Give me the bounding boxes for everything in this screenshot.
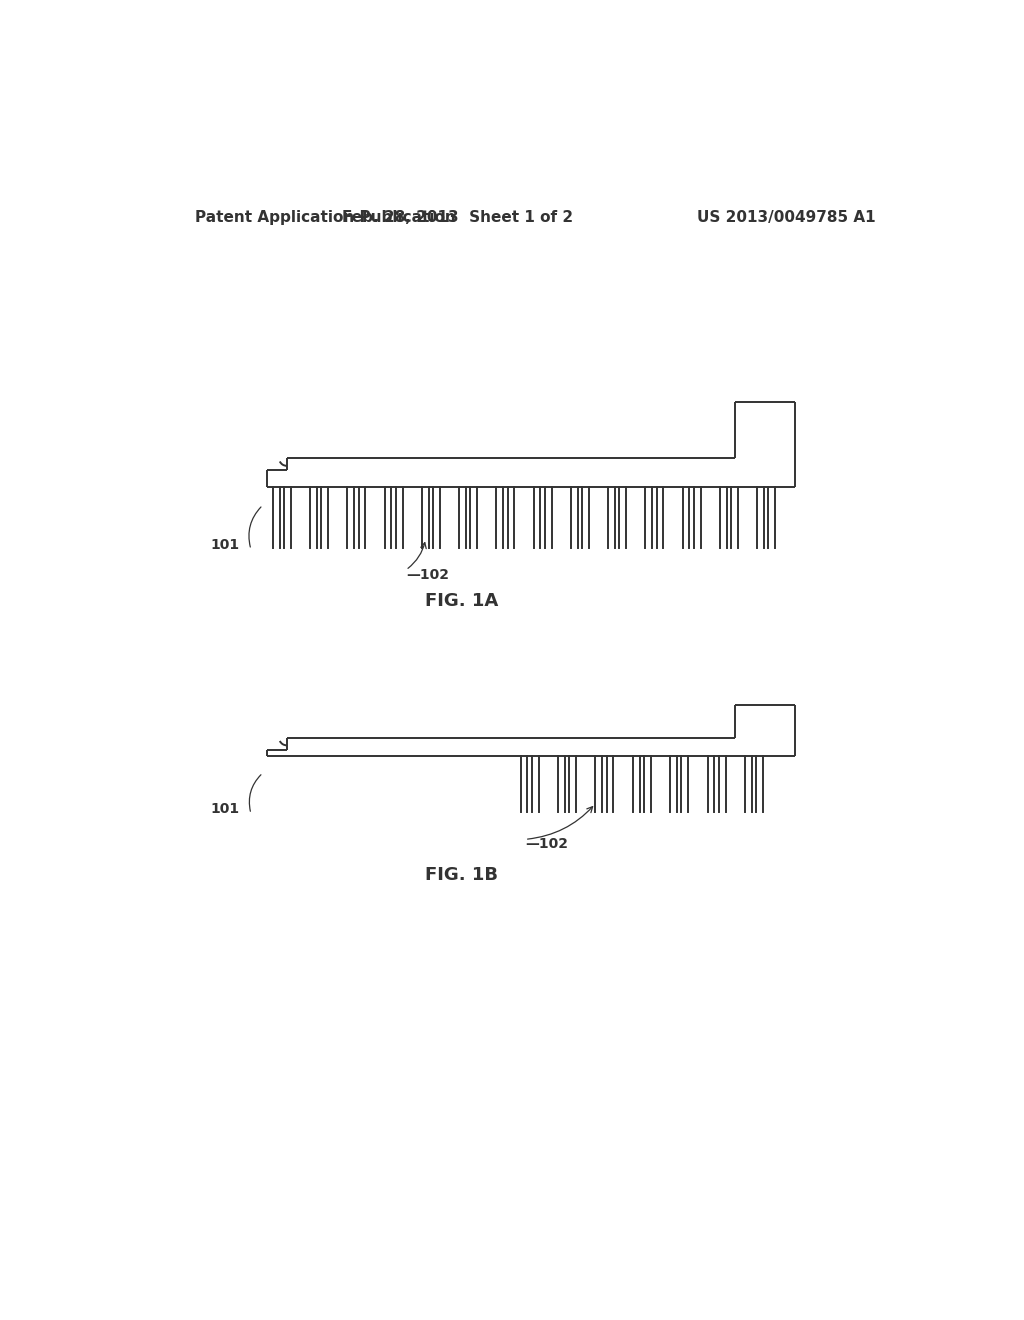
- Text: 101: 101: [210, 537, 240, 552]
- Text: 101: 101: [210, 801, 240, 816]
- Text: FIG. 1A: FIG. 1A: [425, 591, 498, 610]
- Text: —102: —102: [406, 568, 449, 582]
- Text: US 2013/0049785 A1: US 2013/0049785 A1: [697, 210, 876, 224]
- Text: —102: —102: [524, 837, 567, 851]
- Text: FIG. 1B: FIG. 1B: [425, 866, 498, 884]
- Text: Feb. 28, 2013  Sheet 1 of 2: Feb. 28, 2013 Sheet 1 of 2: [342, 210, 572, 224]
- Text: Patent Application Publication: Patent Application Publication: [196, 210, 457, 224]
